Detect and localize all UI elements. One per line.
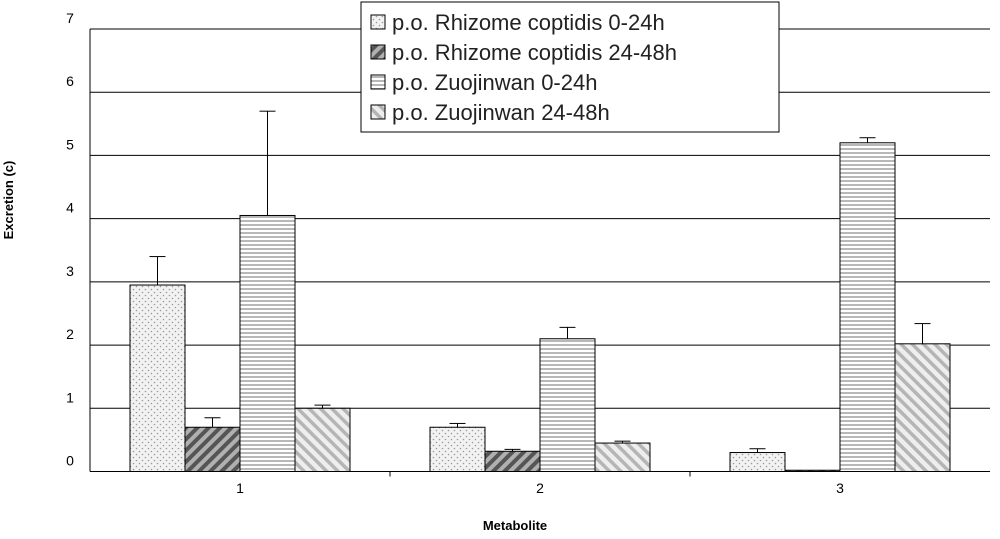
y-axis-tick-labels: 0 1 2 3 4 5 6 7 — [66, 10, 74, 469]
legend-swatch — [370, 104, 386, 120]
bar — [239, 214, 296, 472]
y-tick-label: 7 — [66, 10, 74, 26]
legend-label: p.o. Rhizome coptidis 24-48h — [392, 40, 677, 65]
bar — [839, 142, 896, 473]
error-bars — [149, 110, 931, 453]
legend: p.o. Rhizome coptidis 0-24h p.o. Rhizome … — [360, 1, 780, 133]
x-axis-title: Metabolite — [483, 518, 547, 533]
x-axis-ticks: 1 2 3 — [236, 471, 844, 496]
bar — [429, 426, 486, 472]
x-tick-label: 2 — [536, 480, 544, 496]
legend-box — [360, 1, 780, 133]
y-tick-label: 4 — [66, 200, 74, 216]
bar — [129, 284, 186, 472]
bar — [484, 450, 541, 472]
x-tick-label: 1 — [236, 480, 244, 496]
x-tick-label: 3 — [836, 480, 844, 496]
y-tick-label: 5 — [66, 136, 74, 152]
bar — [594, 442, 651, 472]
legend-swatch — [370, 14, 386, 30]
bar — [184, 426, 241, 472]
y-tick-label: 2 — [66, 326, 74, 342]
y-tick-label: 1 — [66, 389, 74, 405]
y-tick-label: 3 — [66, 263, 74, 279]
legend-label: p.o. Rhizome coptidis 0-24h — [392, 10, 665, 35]
y-tick-label: 6 — [66, 73, 74, 89]
legend-swatch — [370, 44, 386, 60]
legend-swatch — [370, 74, 386, 90]
bar — [729, 452, 786, 472]
y-axis-title: Excretion (c) — [1, 161, 16, 240]
legend-label: p.o. Zuojinwan 0-24h — [392, 70, 597, 95]
bars — [129, 142, 951, 473]
y-tick-label: 0 — [66, 453, 74, 469]
bar — [894, 343, 951, 472]
bar — [294, 407, 351, 472]
legend-label: p.o. Zuojinwan 24-48h — [392, 100, 610, 125]
bar — [539, 338, 596, 472]
